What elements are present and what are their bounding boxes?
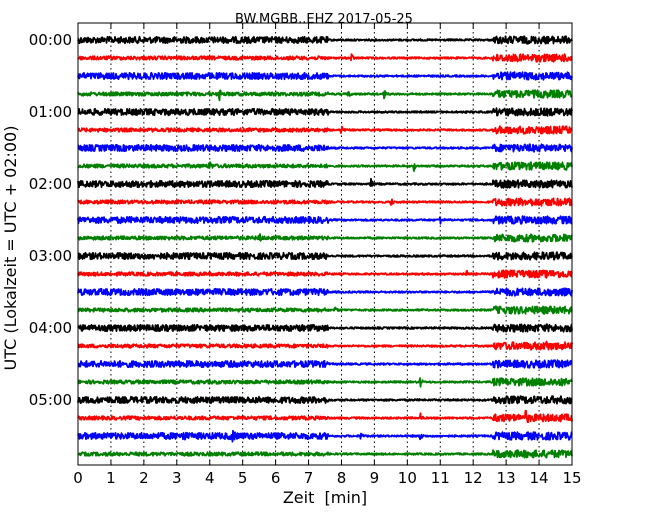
x-tick-label: 8 — [337, 469, 347, 487]
trace-line — [77, 340, 573, 351]
trace-line — [77, 269, 573, 279]
y-axis-title: UTC (Lokalzeit = UTC + 02:00) — [1, 126, 20, 371]
y-tick-label: 01:00 — [29, 103, 72, 121]
x-tick-label: 15 — [562, 469, 581, 487]
y-tick-label: 05:00 — [29, 391, 72, 409]
x-tick-label: 0 — [73, 469, 83, 487]
trace-line — [77, 161, 573, 173]
trace-line — [77, 429, 573, 443]
y-tick-label: 00:00 — [29, 31, 72, 49]
chart-title: BW.MGBB..EHZ 2017-05-25 — [235, 12, 413, 27]
axis-ticks: 0 1 2 3 4 5 6 7 8 9 10 11 12 13 14 1500:0001:0002:0003:… — [29, 23, 582, 487]
x-tick-label: 14 — [530, 469, 549, 487]
x-tick-label: 1 — [106, 469, 116, 487]
x-tick-label: 3 — [172, 469, 182, 487]
x-tick-label: 10 — [398, 469, 417, 487]
x-axis-title: Zeit [min] — [283, 488, 367, 507]
trace-line — [77, 177, 573, 189]
y-tick-label: 02:00 — [29, 175, 72, 193]
x-tick-label: 2 — [139, 469, 149, 487]
x-tick-label: 9 — [370, 469, 380, 487]
trace-line — [77, 53, 573, 63]
trace-line — [77, 305, 573, 315]
trace-line — [77, 35, 573, 45]
x-tick-label: 6 — [271, 469, 281, 487]
trace-line — [77, 449, 573, 459]
trace-line — [77, 377, 573, 388]
trace-line — [77, 197, 573, 207]
trace-line — [77, 251, 573, 261]
trace-line — [77, 215, 573, 225]
trace-line — [77, 395, 573, 405]
x-tick-label: 13 — [497, 469, 516, 487]
trace-line — [77, 323, 573, 333]
plot-frame — [77, 22, 573, 466]
x-tick-label: 11 — [431, 469, 450, 487]
trace-line — [77, 359, 573, 369]
trace-line — [77, 409, 573, 424]
x-tick-label: 7 — [304, 469, 314, 487]
trace-line — [77, 71, 573, 81]
x-tick-label: 12 — [464, 469, 483, 487]
trace-line — [77, 287, 573, 297]
seismogram-traces — [77, 35, 573, 459]
trace-line — [77, 89, 573, 102]
grid-lines — [110, 23, 540, 465]
x-tick-label: 4 — [205, 469, 215, 487]
trace-line — [77, 107, 573, 117]
trace-line — [77, 233, 573, 243]
y-tick-label: 03:00 — [29, 247, 72, 265]
y-tick-label: 04:00 — [29, 319, 72, 337]
x-tick-label: 5 — [238, 469, 248, 487]
trace-line — [77, 125, 573, 135]
trace-line — [77, 143, 573, 153]
